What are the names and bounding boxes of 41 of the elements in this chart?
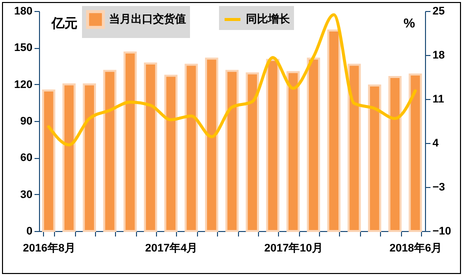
bar [225, 70, 239, 232]
y2-tick-label: 18 [432, 50, 445, 62]
bar [266, 58, 280, 232]
x-tick-label: 2017年4月 [145, 242, 198, 254]
y-tick-label: 180 [14, 6, 32, 18]
bar [205, 58, 218, 232]
y-axis-title: 亿元 [50, 16, 78, 30]
bar [286, 71, 300, 232]
bar [306, 58, 320, 232]
legend-label: 当月出口交货值 [109, 12, 186, 26]
bar [42, 89, 56, 232]
bar [82, 83, 96, 232]
y-tick-label: 90 [20, 116, 32, 128]
bar [327, 30, 340, 232]
x-tick-label: 2016年8月 [22, 242, 76, 254]
bar [103, 70, 116, 232]
bar [408, 74, 422, 232]
y-tick-label: 120 [14, 78, 32, 91]
bar [184, 64, 198, 232]
bar [388, 76, 402, 232]
y2-tick-label: 25 [432, 6, 445, 18]
bar [348, 64, 361, 232]
y-tick-label: 0 [26, 226, 32, 238]
y-tick-label: 150 [14, 42, 32, 54]
line-series [47, 13, 417, 146]
y2-tick-label: −10 [432, 226, 452, 238]
x-tick-label: 2018年6月 [390, 242, 442, 254]
y-tick-label: 60 [20, 152, 32, 164]
y2-tick-label: 11 [432, 94, 444, 106]
bar [144, 62, 158, 232]
bar [246, 72, 259, 232]
y2-tick-label: −3 [432, 182, 446, 194]
y2-tick-label: 4 [432, 138, 440, 150]
legend-label: 同比增长 [246, 12, 291, 26]
bar [124, 52, 137, 232]
bar [164, 74, 178, 232]
y2-axis-title: % [404, 16, 416, 30]
x-tick-label: 2017年10月 [264, 242, 323, 254]
y-tick-label: 30 [20, 188, 32, 201]
bar [368, 84, 382, 232]
bar [62, 83, 76, 232]
